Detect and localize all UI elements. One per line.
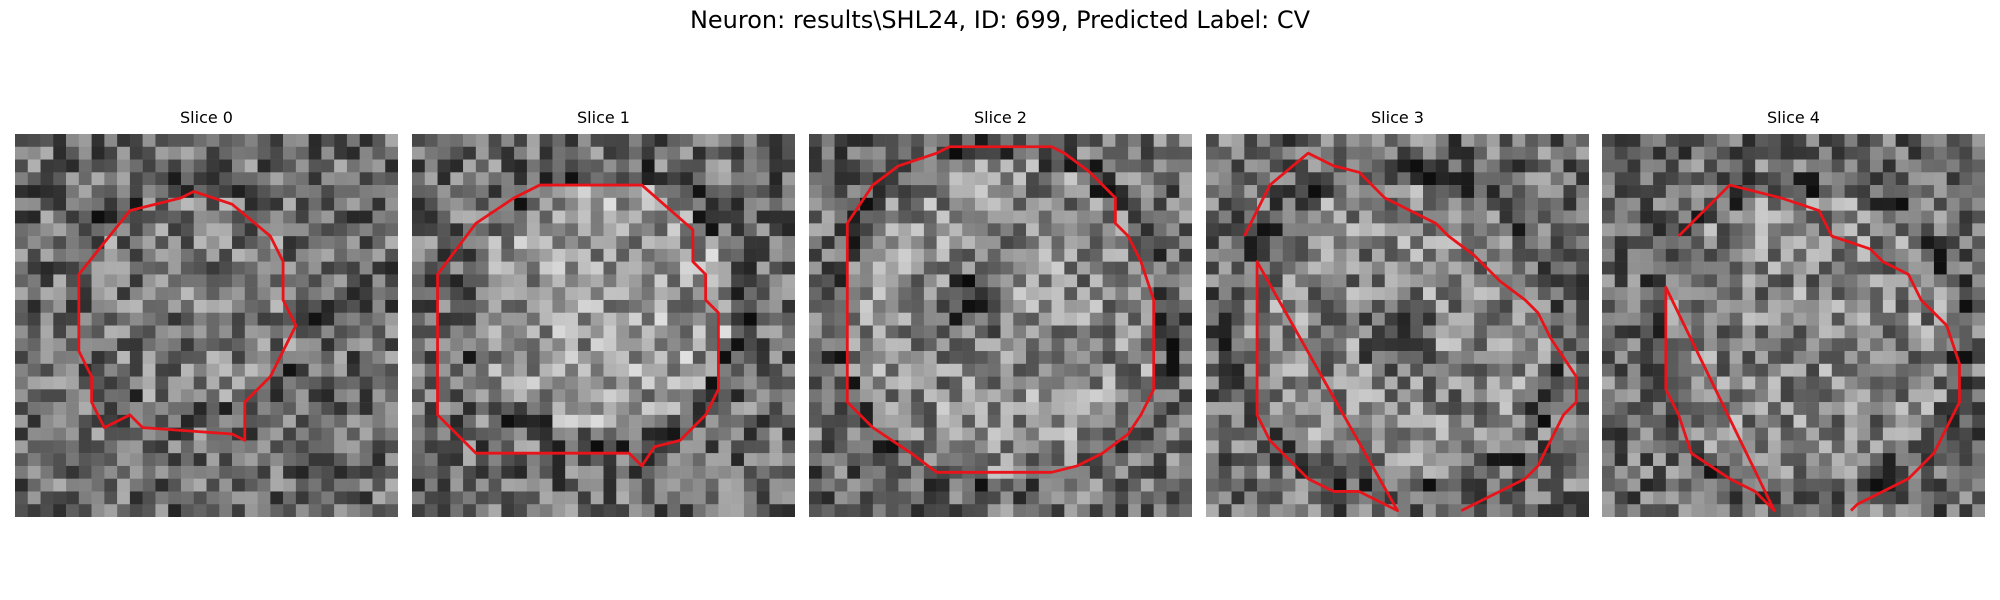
segmentation-contour	[1243, 151, 1578, 513]
slice-image	[412, 134, 795, 517]
panel-title: Slice 3	[1371, 108, 1424, 127]
slice-image	[15, 134, 398, 517]
slice-image-svg	[809, 134, 1192, 517]
slice-image-svg	[1206, 134, 1589, 517]
panel-title: Slice 4	[1767, 108, 1820, 127]
slice-image-svg	[412, 134, 795, 517]
figure-title: Neuron: results\SHL24, ID: 699, Predicte…	[689, 6, 1311, 34]
panel-title: Slice 2	[974, 108, 1027, 127]
segmentation-contour	[77, 190, 298, 442]
panel-title: Slice 1	[577, 108, 630, 127]
slice-image	[1602, 134, 1985, 517]
slice-image-svg	[15, 134, 398, 517]
panel-title: Slice 0	[180, 108, 233, 127]
segmentation-contour	[845, 145, 1156, 474]
segmentation-contour	[1664, 183, 1961, 513]
slice-image	[809, 134, 1192, 517]
slice-image	[1206, 134, 1589, 517]
slice-image-svg	[1602, 134, 1985, 517]
segmentation-contour	[436, 183, 720, 468]
